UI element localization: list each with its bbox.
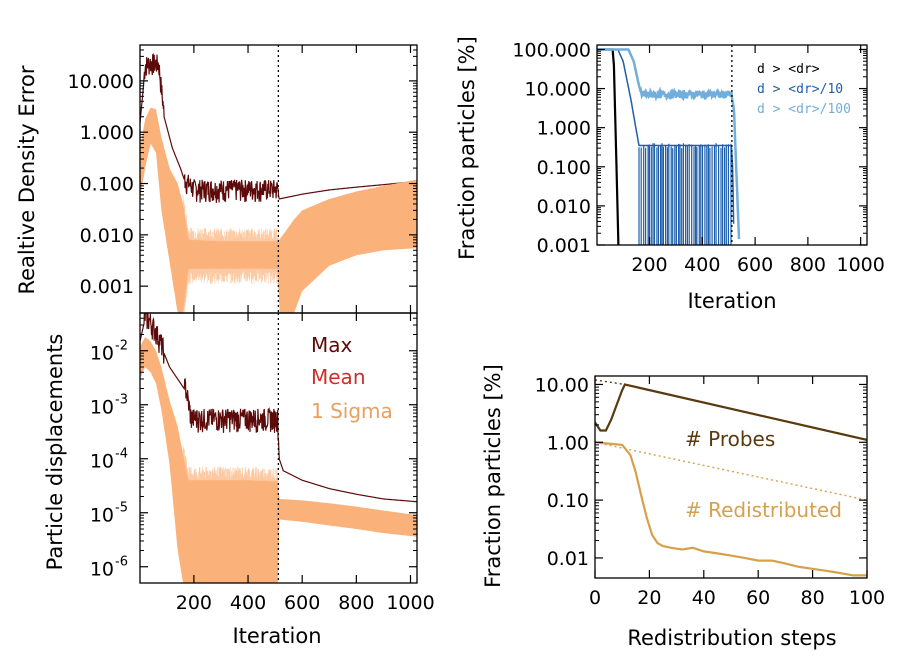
y-tick-label: 100.000 [512, 39, 591, 61]
x-tick-label: 100 [849, 587, 885, 609]
annotation-probes: # Probes [685, 427, 775, 451]
x-axis-label: Redistribution steps [627, 626, 836, 650]
y-tick-label: 0.100 [537, 157, 591, 179]
y-tick-label: 10.000 [525, 79, 591, 101]
y-tick-label: 1.00 [547, 432, 589, 454]
y-tick-label: 10 [90, 343, 114, 365]
sigma-noise [182, 445, 279, 583]
annotation-redistributed: # Redistributed [685, 498, 842, 522]
x-tick-label: 60 [746, 587, 770, 609]
y-axis-label: Fraction particles [%] [455, 36, 479, 260]
x-axis-label: Iteration [687, 289, 776, 313]
series-line-dr10 [597, 48, 735, 224]
y-tick-label: 0.001 [80, 276, 134, 298]
y-tick-label: 0.100 [80, 174, 134, 196]
sigma-noise [182, 195, 279, 313]
series-line-redistributed-trend [595, 441, 867, 501]
x-tick-label: 400 [684, 254, 720, 276]
y-tick-label: 1.000 [537, 118, 591, 140]
series-line-d-dr [597, 48, 620, 245]
y-tick-label: 10 [90, 559, 114, 581]
y-tick-label: 0.010 [537, 196, 591, 218]
x-tick-label: 0 [589, 587, 601, 609]
y-tick-label: 0.001 [537, 235, 591, 257]
y-tick-exponent: -5 [115, 501, 128, 516]
series-line-probes-trend [595, 379, 626, 386]
y-tick-label: 0.010 [80, 225, 134, 247]
legend-dr: d > <dr> [757, 62, 820, 77]
y-tick-label: 10.000 [68, 71, 134, 93]
x-tick-label: 80 [801, 587, 825, 609]
y-axis-label: Fraction particles [%] [481, 364, 505, 588]
plot-frame [139, 312, 418, 584]
dr10-spikes [638, 143, 732, 245]
panel-density-error: 0.001 0.010 0.100 1.000 10.000 Realtive Dens… [15, 44, 418, 314]
y-tick-label: 1.000 [80, 122, 134, 144]
panel-fraction-iteration: 0.001 0.010 0.100 1.000 10.000 100.000 200 400 6… [455, 36, 885, 313]
legend-max: Max [311, 333, 353, 357]
x-tick-label: 20 [637, 587, 661, 609]
y-axis-label: Realtive Density Error [15, 65, 39, 294]
x-tick-label: 600 [284, 592, 320, 614]
legend-sigma: 1 Sigma [311, 399, 393, 423]
y-axis-label: Particle displacements [43, 334, 67, 571]
x-tick-label: 800 [790, 254, 826, 276]
series-line-dr100 [597, 48, 741, 240]
series-line-probes [595, 383, 867, 441]
plot-area [595, 379, 867, 577]
plot-area [140, 313, 417, 583]
x-tick-label: 800 [338, 592, 374, 614]
plot-frame [594, 375, 868, 579]
plot-frame [596, 44, 868, 246]
x-tick-label: 600 [737, 254, 773, 276]
plot-area [140, 45, 417, 313]
y-tick-label: 10 [90, 505, 114, 527]
x-tick-label: 1000 [836, 254, 884, 276]
legend-dr10: d > <dr>/10 [757, 82, 843, 97]
legend-mean: Mean [311, 365, 366, 389]
y-tick-exponent: -6 [115, 555, 128, 570]
y-tick-label: 10 [90, 397, 114, 419]
legend-dr100: d > <dr>/100 [757, 102, 851, 117]
y-tick-label: 10 [90, 451, 114, 473]
y-tick-label: 0.01 [547, 548, 589, 570]
x-tick-label: 1000 [386, 592, 434, 614]
x-tick-label: 40 [692, 587, 716, 609]
y-tick-exponent: -2 [115, 339, 128, 354]
x-tick-label: 200 [176, 592, 212, 614]
x-tick-label: 400 [230, 592, 266, 614]
y-tick-label: 0.10 [547, 490, 589, 512]
y-tick-exponent: -4 [115, 447, 128, 462]
plot-area [597, 45, 741, 245]
y-tick-label: 10.00 [535, 374, 589, 396]
series-line-redistributed [595, 441, 867, 577]
x-axis-label: Iteration [232, 624, 321, 648]
y-tick-exponent: -3 [115, 393, 128, 408]
panel-fraction-redistribution: 0.01 0.10 1.00 10.00 0 20 40 60 80 100 Fraction p… [481, 364, 885, 650]
x-tick-label: 200 [631, 254, 667, 276]
